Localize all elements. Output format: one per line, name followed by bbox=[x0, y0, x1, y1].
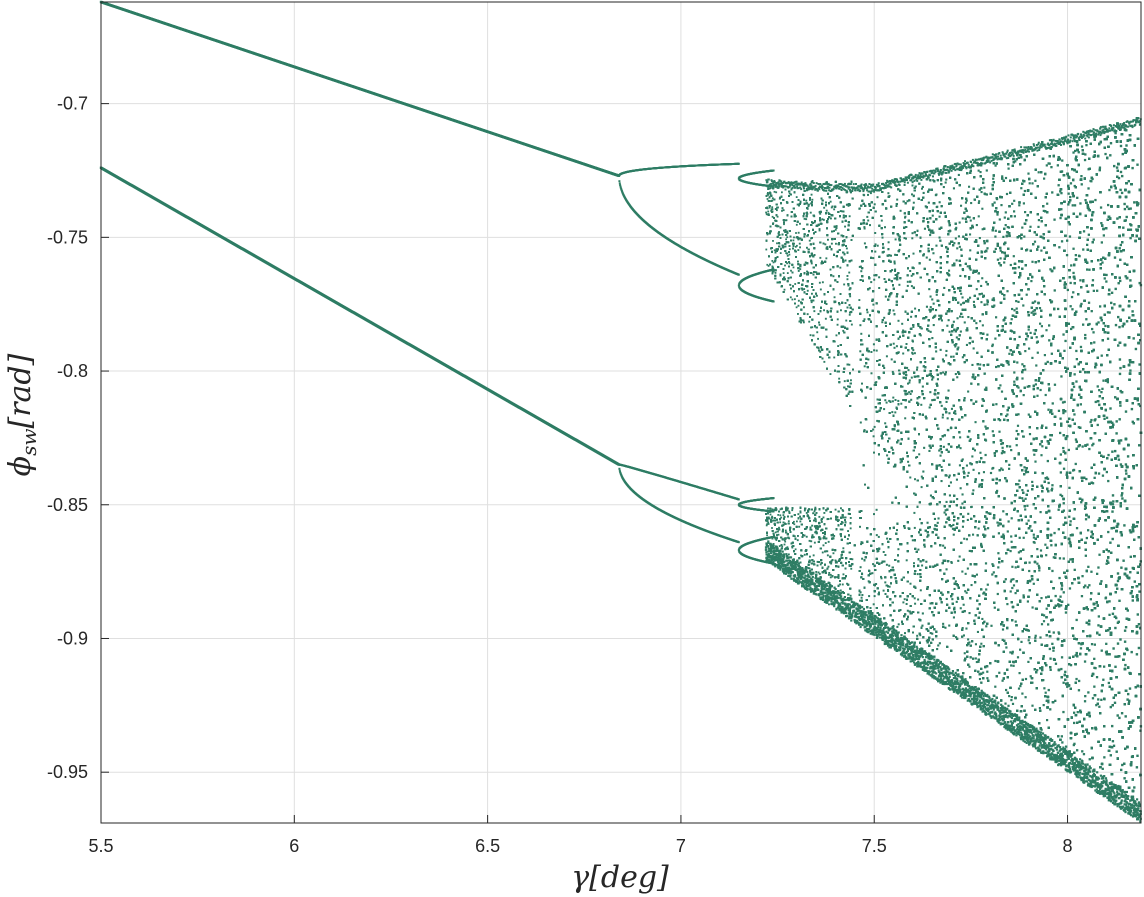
data-point bbox=[738, 274, 740, 276]
data-point bbox=[618, 468, 620, 470]
data-point bbox=[618, 175, 620, 177]
data-point bbox=[773, 170, 775, 172]
data-point bbox=[738, 163, 740, 165]
data-point bbox=[619, 182, 621, 184]
data-point bbox=[773, 301, 775, 303]
data-point bbox=[738, 498, 740, 500]
data-point bbox=[618, 464, 620, 466]
data-point bbox=[738, 541, 740, 543]
data-point bbox=[618, 180, 620, 182]
